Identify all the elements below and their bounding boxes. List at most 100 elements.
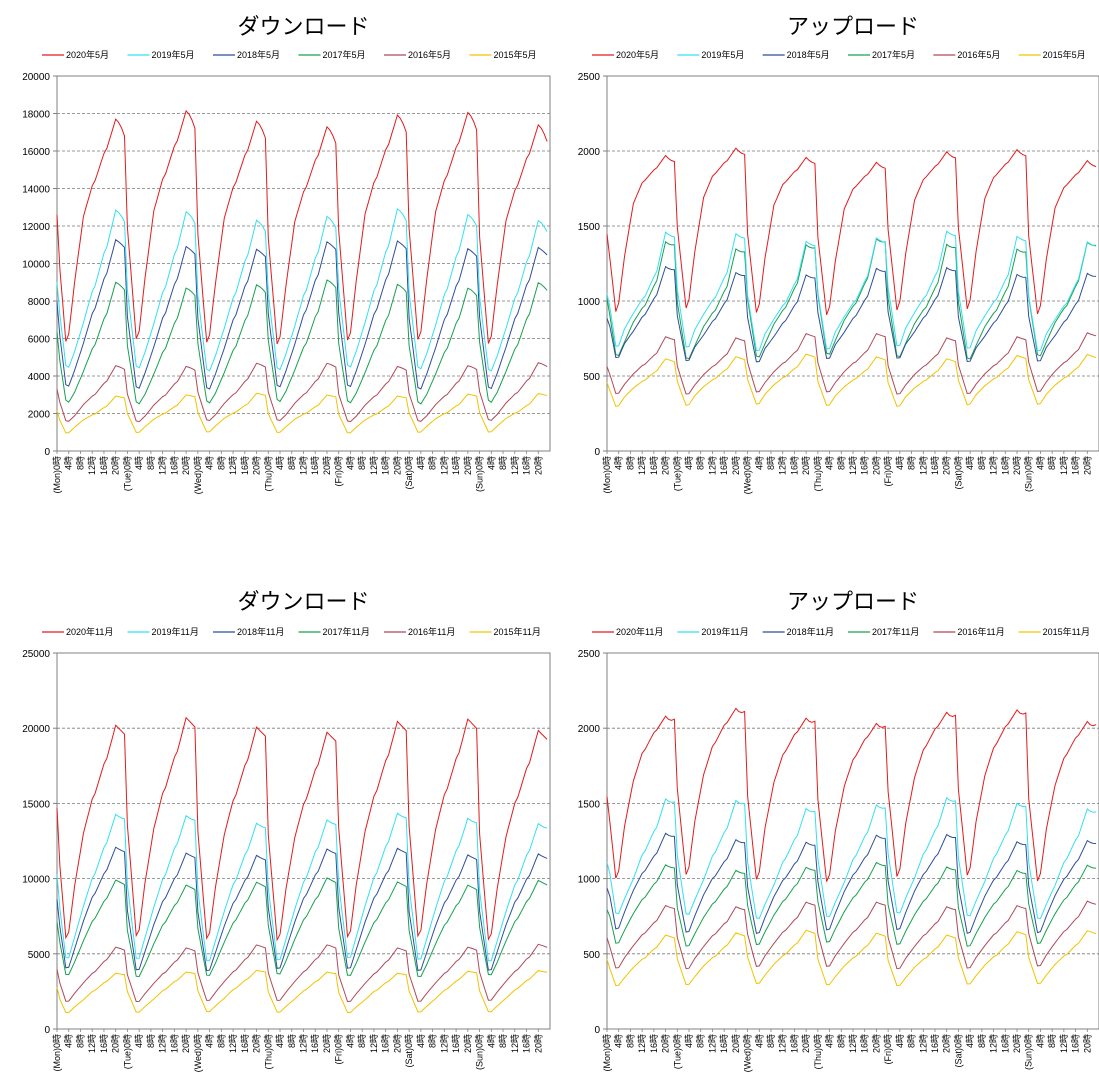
x-tick-label: 16時 — [310, 1034, 320, 1053]
series-line — [606, 147, 1097, 315]
x-tick-label: 16時 — [310, 456, 320, 475]
x-tick-label: 20時 — [942, 456, 952, 475]
y-tick-label: 18000 — [22, 110, 50, 121]
x-tick-label: 16時 — [451, 1034, 461, 1053]
x-tick-label: 12時 — [439, 456, 449, 475]
y-tick-label: 10000 — [22, 260, 50, 271]
y-tick-label: 6000 — [28, 335, 51, 346]
y-tick-label: 500 — [583, 372, 600, 383]
x-tick-label: 8時 — [977, 1034, 987, 1048]
x-tick-label: 16時 — [240, 456, 250, 475]
x-tick-label: 12時 — [510, 456, 520, 475]
legend-label: 2019年11月 — [152, 626, 199, 637]
x-tick-label: 20時 — [661, 456, 671, 475]
series-line — [606, 929, 1097, 987]
series-line — [56, 943, 548, 1003]
x-tick-label: 20時 — [252, 1034, 262, 1053]
legend-label: 2017年11月 — [323, 626, 370, 637]
x-tick-label: 4時 — [64, 456, 74, 470]
legend-label: 2017年5月 — [872, 49, 915, 60]
x-tick-label: (Sat)0時 — [953, 1034, 963, 1068]
x-tick-label: (Tue)0時 — [672, 1034, 682, 1069]
series-line — [56, 208, 548, 372]
x-tick-label: 16時 — [522, 456, 532, 475]
chart-title: アップロード — [787, 590, 919, 615]
x-tick-label: 8時 — [287, 456, 297, 470]
x-tick-label: 20時 — [181, 1034, 191, 1053]
x-tick-label: 20時 — [322, 1034, 332, 1053]
x-tick-label: 12時 — [1059, 456, 1069, 475]
x-tick-label: (Sun)0時 — [1024, 1034, 1034, 1070]
series-line — [606, 832, 1097, 935]
x-tick-label: 8時 — [216, 456, 226, 470]
x-tick-label: 4時 — [684, 1034, 694, 1048]
x-tick-label: 20時 — [463, 456, 473, 475]
chart-title: ダウンロード — [237, 15, 369, 40]
y-tick-label: 1000 — [578, 297, 601, 308]
x-tick-label: 4時 — [825, 1034, 835, 1048]
legend-label: 2016年11月 — [408, 626, 455, 637]
x-tick-label: 20時 — [1012, 456, 1022, 475]
x-tick-label: 16時 — [649, 1034, 659, 1053]
series-line — [606, 796, 1097, 920]
x-tick-label: 8時 — [907, 1034, 917, 1048]
x-tick-label: 12時 — [848, 1034, 858, 1053]
x-tick-label: 12時 — [637, 1034, 647, 1053]
legend-label: 2015年11月 — [494, 626, 541, 637]
series-line — [56, 877, 548, 978]
y-tick-label: 1000 — [578, 875, 601, 886]
x-tick-label: 4時 — [754, 456, 764, 470]
y-tick-label: 14000 — [22, 185, 50, 196]
x-tick-label: 4時 — [754, 1034, 764, 1048]
x-tick-label: 8時 — [146, 456, 156, 470]
chart-panel-2: アップロード 2020年5月 2019年5月 2018年5月 2017年5月 2016年5… — [578, 15, 1099, 494]
x-tick-label: 12時 — [918, 1034, 928, 1053]
legend-label: 2016年11月 — [957, 626, 1004, 637]
x-tick-label: 16時 — [1071, 456, 1081, 475]
x-tick-label: 16時 — [789, 1034, 799, 1053]
legend-label: 2015年5月 — [494, 49, 537, 60]
x-tick-label: 4時 — [275, 456, 285, 470]
y-tick-label: 0 — [594, 447, 600, 458]
x-tick-label: 4時 — [275, 1034, 285, 1048]
x-tick-label: 16時 — [1071, 1034, 1081, 1053]
x-tick-label: 4時 — [895, 456, 905, 470]
x-tick-label: 20時 — [1012, 1034, 1022, 1053]
x-tick-label: 12時 — [778, 1034, 788, 1053]
y-tick-label: 500 — [583, 950, 600, 961]
y-tick-label: 16000 — [22, 147, 50, 158]
x-tick-label: (Thu)0時 — [263, 456, 273, 492]
x-tick-label: 4時 — [965, 1034, 975, 1048]
x-tick-label: 8時 — [977, 456, 987, 470]
x-tick-label: 12時 — [299, 456, 309, 475]
y-tick-label: 2500 — [578, 72, 601, 83]
x-tick-label: 20時 — [111, 1034, 121, 1053]
x-tick-label: (Mon)0時 — [602, 1034, 612, 1072]
x-tick-label: 20時 — [392, 1034, 402, 1053]
x-tick-label: 12時 — [228, 1034, 238, 1053]
x-tick-label: 16時 — [649, 456, 659, 475]
x-tick-label: 4時 — [825, 456, 835, 470]
chart-panel-1: ダウンロード 2020年5月 2019年5月 2018年5月 2017年5月 2016年5… — [22, 15, 551, 494]
x-tick-label: 4時 — [64, 1034, 74, 1048]
x-tick-label: 20時 — [731, 456, 741, 475]
x-tick-label: 20時 — [181, 456, 191, 475]
x-tick-label: 12時 — [778, 456, 788, 475]
x-tick-label: 4時 — [486, 1034, 496, 1048]
x-tick-label: 8時 — [836, 456, 846, 470]
x-tick-label: (Fri)0時 — [883, 456, 893, 487]
x-tick-label: (Mon)0時 — [52, 456, 62, 494]
x-tick-label: 20時 — [533, 456, 543, 475]
plot-area — [56, 652, 551, 1030]
x-tick-label: 20時 — [731, 1034, 741, 1053]
legend-label: 2020年5月 — [616, 49, 659, 60]
x-tick-label: 4時 — [134, 456, 144, 470]
x-tick-label: 16時 — [169, 456, 179, 475]
x-tick-label: 20時 — [871, 1034, 881, 1053]
x-tick-label: 12時 — [87, 1034, 97, 1053]
x-tick-label: 20時 — [392, 456, 402, 475]
x-tick-label: 4時 — [1035, 456, 1045, 470]
x-tick-label: 12時 — [228, 456, 238, 475]
legend-label: 2018年11月 — [237, 626, 284, 637]
